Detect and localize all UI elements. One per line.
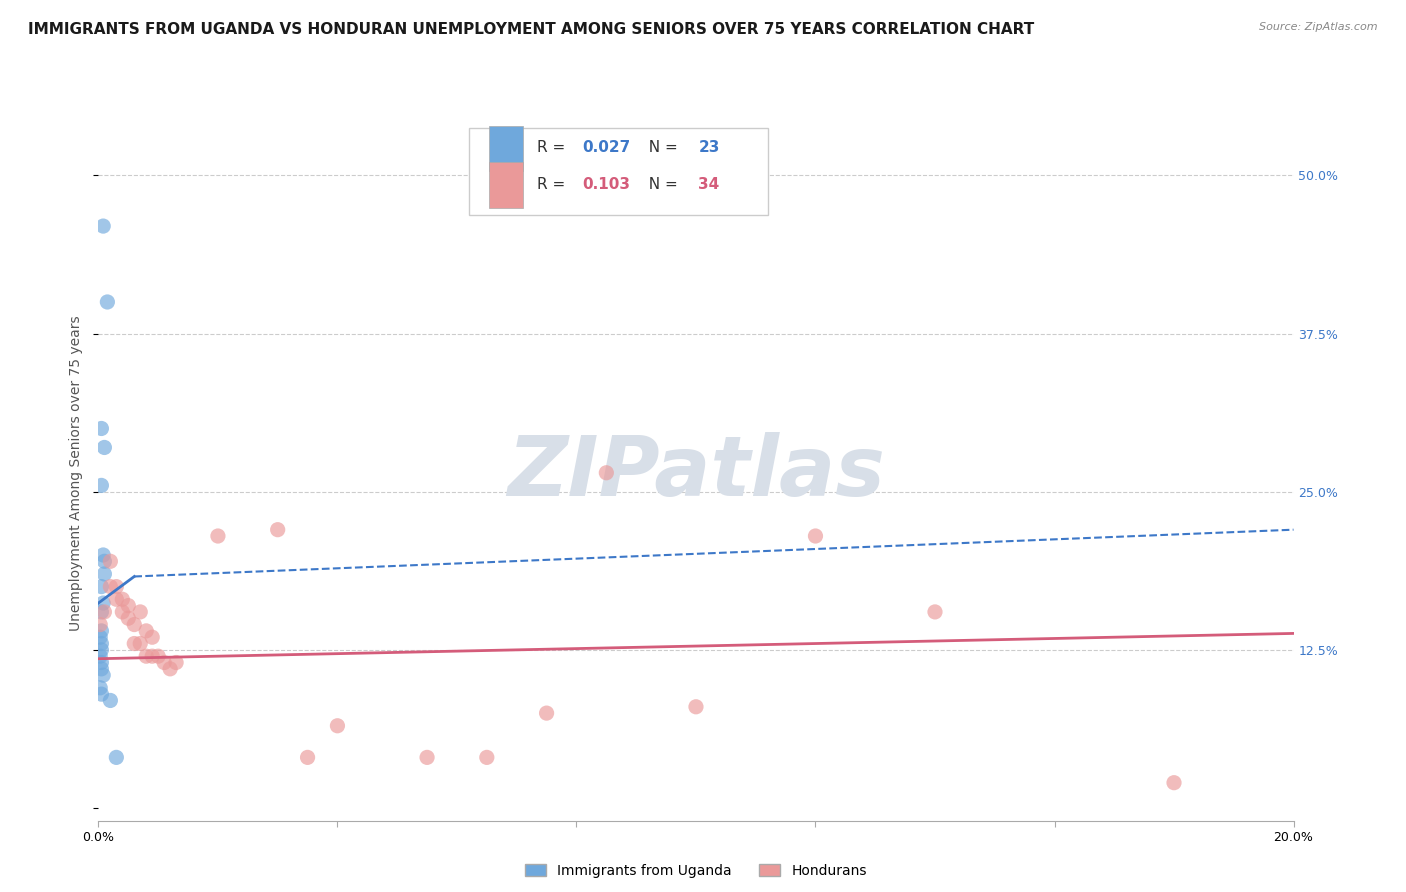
Point xyxy=(93,554,115,568)
Point xyxy=(100,554,122,568)
Point xyxy=(90,624,112,638)
Point xyxy=(475,750,498,764)
Text: R =: R = xyxy=(537,178,571,192)
Point xyxy=(685,699,707,714)
Point xyxy=(129,636,152,650)
Point xyxy=(297,750,319,764)
Point xyxy=(148,649,170,664)
Text: 34: 34 xyxy=(699,178,720,192)
Point xyxy=(91,668,114,682)
Point xyxy=(804,529,827,543)
Point xyxy=(91,548,114,562)
Text: Source: ZipAtlas.com: Source: ZipAtlas.com xyxy=(1260,22,1378,32)
Point xyxy=(89,617,111,632)
Point xyxy=(90,478,112,492)
Point xyxy=(129,605,152,619)
Point xyxy=(416,750,439,764)
Point xyxy=(90,605,112,619)
Text: IMMIGRANTS FROM UGANDA VS HONDURAN UNEMPLOYMENT AMONG SENIORS OVER 75 YEARS CORR: IMMIGRANTS FROM UGANDA VS HONDURAN UNEMP… xyxy=(28,22,1035,37)
Text: 0.103: 0.103 xyxy=(582,178,630,192)
Point xyxy=(135,624,157,638)
Point xyxy=(153,656,176,670)
Text: ZIPatlas: ZIPatlas xyxy=(508,433,884,513)
Point xyxy=(924,605,946,619)
Point xyxy=(90,636,112,650)
Point xyxy=(111,605,134,619)
Point xyxy=(91,596,114,610)
FancyBboxPatch shape xyxy=(489,126,523,171)
Point xyxy=(595,466,617,480)
Point xyxy=(207,529,229,543)
Point xyxy=(124,617,146,632)
Point xyxy=(96,295,118,310)
Point xyxy=(117,599,139,613)
Point xyxy=(124,636,146,650)
Point xyxy=(536,706,558,720)
Point xyxy=(100,693,122,707)
Point xyxy=(141,630,163,644)
Text: R =: R = xyxy=(537,140,571,155)
Text: 23: 23 xyxy=(699,140,720,155)
Point xyxy=(135,649,157,664)
Point xyxy=(89,681,111,695)
Point xyxy=(90,656,112,670)
Point xyxy=(90,643,112,657)
Legend: Immigrants from Uganda, Hondurans: Immigrants from Uganda, Hondurans xyxy=(520,858,872,883)
Point xyxy=(89,630,111,644)
FancyBboxPatch shape xyxy=(470,128,768,215)
Point xyxy=(141,649,163,664)
Point xyxy=(105,750,128,764)
Point xyxy=(117,611,139,625)
Point xyxy=(93,441,115,455)
Point xyxy=(90,687,112,701)
Point xyxy=(90,662,112,676)
Point xyxy=(90,580,112,594)
Point xyxy=(326,719,349,733)
Point xyxy=(111,592,134,607)
Point xyxy=(93,605,115,619)
Point xyxy=(165,656,187,670)
Point xyxy=(1163,775,1185,789)
Text: 0.027: 0.027 xyxy=(582,140,631,155)
Point xyxy=(267,523,290,537)
Point xyxy=(93,566,115,581)
Text: N =: N = xyxy=(638,178,682,192)
FancyBboxPatch shape xyxy=(489,162,523,208)
Point xyxy=(105,592,128,607)
Point xyxy=(90,421,112,435)
Point xyxy=(89,649,111,664)
Text: N =: N = xyxy=(638,140,682,155)
Point xyxy=(105,580,128,594)
Point xyxy=(91,219,114,233)
Point xyxy=(100,580,122,594)
Point xyxy=(159,662,181,676)
Y-axis label: Unemployment Among Seniors over 75 years: Unemployment Among Seniors over 75 years xyxy=(69,315,83,631)
